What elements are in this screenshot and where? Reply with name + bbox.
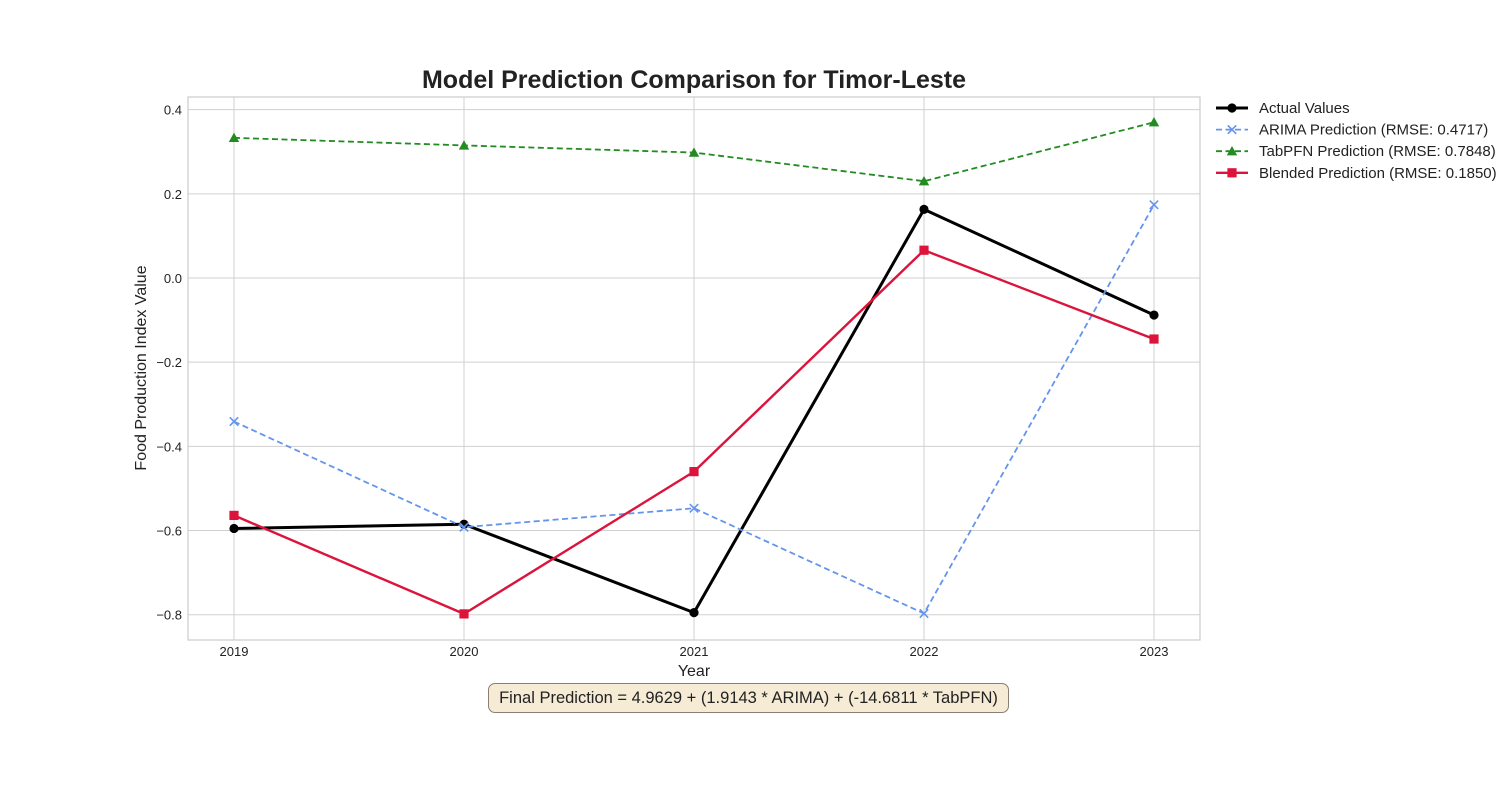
data-point [919, 608, 929, 619]
series-3 [229, 245, 1159, 619]
legend-entry: Actual Values [1216, 100, 1350, 117]
legend-entry: Blended Prediction (RMSE: 0.1850) [1216, 165, 1497, 182]
data-point [688, 147, 700, 157]
y-tick-label: −0.4 [156, 439, 182, 454]
data-point [689, 467, 699, 477]
formula-text: Final Prediction = 4.9629 + (1.9143 * AR… [499, 688, 998, 707]
data-point [1149, 199, 1159, 210]
plot-area-frame [187, 96, 1201, 641]
x-tick-label: 2021 [680, 644, 709, 659]
data-point [689, 608, 699, 618]
y-tick-label: 0.2 [164, 187, 182, 202]
x-axis-label: Year [678, 663, 711, 680]
legend-swatch-marker [1227, 103, 1237, 113]
data-point [229, 510, 239, 521]
y-tick-label: 0.4 [164, 103, 182, 118]
data-point [459, 609, 469, 619]
y-tick-label: 0.0 [164, 271, 182, 286]
data-point [918, 175, 930, 186]
legend: Actual Values ARIMA Prediction (RMSE: 0.4… [1216, 100, 1497, 182]
data-point [1148, 117, 1160, 127]
x-tick-label: 2023 [1140, 644, 1169, 659]
data-point [689, 503, 699, 514]
y-tick-label: −0.6 [156, 524, 182, 539]
legend-swatch-marker [1227, 168, 1237, 178]
tick-labels: 2019 2020 2021 2022 2023 0.4 0.2 0.0 −0.2 −0.4 −0.… [156, 103, 1168, 659]
data-point [458, 140, 470, 150]
formula-annotation: Final Prediction = 4.9629 + (1.9143 * AR… [488, 683, 1009, 713]
series-1 [229, 199, 1159, 619]
y-axis-label: Food Production Index Value [133, 265, 150, 470]
data-point [459, 522, 469, 532]
data-point [1149, 334, 1159, 344]
series-0 [229, 204, 1159, 618]
y-tick-label: −0.8 [156, 608, 182, 623]
x-tick-label: 2019 [220, 644, 249, 659]
legend-entry: ARIMA Prediction (RMSE: 0.4717) [1216, 122, 1488, 139]
legend-swatch-marker [1227, 124, 1237, 135]
data-point [229, 416, 239, 427]
series-layer [228, 117, 1160, 619]
data-point [1149, 310, 1159, 320]
data-point [919, 204, 929, 214]
x-tick-label: 2020 [450, 644, 479, 659]
data-point [919, 245, 929, 255]
legend-label: Actual Values [1259, 100, 1350, 117]
y-tick-label: −0.2 [156, 355, 182, 370]
data-point [228, 132, 240, 142]
grid [188, 97, 1200, 640]
legend-swatch-marker [1226, 146, 1238, 156]
series-line [233, 204, 1155, 615]
series-2 [228, 117, 1160, 186]
legend-label: TabPFN Prediction (RMSE: 0.7848) [1259, 143, 1496, 160]
legend-entry: TabPFN Prediction (RMSE: 0.7848) [1216, 143, 1496, 160]
legend-label: ARIMA Prediction (RMSE: 0.4717) [1259, 122, 1488, 139]
legend-label: Blended Prediction (RMSE: 0.1850) [1259, 165, 1497, 182]
x-tick-label: 2022 [910, 644, 939, 659]
chart-title: Model Prediction Comparison for Timor-Le… [422, 66, 966, 94]
data-point [229, 523, 239, 534]
